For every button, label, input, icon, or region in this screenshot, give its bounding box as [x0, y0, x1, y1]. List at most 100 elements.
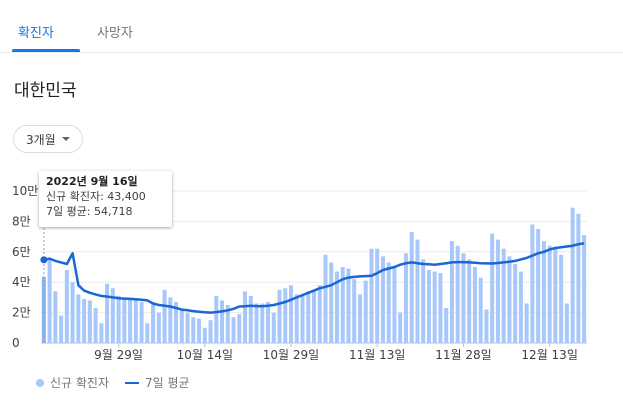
range-dropdown-label: 3개월	[26, 132, 56, 147]
bar	[449, 241, 454, 343]
bar	[392, 267, 397, 343]
bar	[421, 259, 426, 343]
bar	[375, 248, 380, 343]
bar	[82, 298, 87, 343]
tab-deaths[interactable]: 사망자	[97, 26, 133, 41]
bar	[564, 303, 569, 343]
average-line	[43, 242, 585, 314]
bar	[363, 280, 368, 343]
bar	[202, 327, 207, 343]
bar	[317, 285, 322, 343]
bar	[64, 270, 69, 343]
bar	[208, 320, 213, 343]
bar	[70, 282, 75, 343]
active-tab-indicator	[12, 49, 80, 52]
bar	[553, 248, 558, 343]
tooltip-date: 2022년 9월 16일	[46, 175, 138, 188]
x-tick-label: 12월 13일	[521, 348, 577, 362]
bar	[415, 239, 420, 343]
hover-marker-dot	[40, 256, 48, 264]
bar	[145, 323, 150, 343]
bar	[191, 317, 196, 343]
bar	[484, 309, 489, 343]
bar	[99, 323, 104, 343]
bar	[41, 277, 46, 343]
bar	[248, 295, 253, 343]
bar	[576, 213, 581, 343]
bar	[334, 271, 340, 343]
y-tick-label: 2만	[12, 306, 31, 320]
bar	[133, 300, 138, 343]
bar	[271, 312, 276, 343]
bar	[283, 288, 288, 343]
bar	[168, 297, 173, 343]
y-tick-label: 8만	[12, 214, 31, 228]
bar	[306, 291, 311, 343]
bar	[220, 300, 225, 343]
bar	[495, 239, 500, 343]
range-dropdown[interactable]: 3개월	[13, 125, 83, 153]
bar	[277, 289, 282, 343]
bar	[536, 229, 541, 343]
y-tick-label: 6만	[12, 245, 31, 259]
bar	[444, 308, 449, 343]
bar	[185, 312, 190, 343]
bar	[518, 271, 523, 343]
bar	[59, 315, 64, 343]
bar	[472, 267, 477, 343]
bar	[128, 298, 133, 343]
bar	[530, 224, 535, 343]
tooltip-average: 7일 평균: 54,718	[46, 205, 133, 218]
bar	[559, 254, 564, 343]
legend-line-swatch	[125, 381, 140, 384]
dropdown-caret-icon	[61, 137, 70, 141]
bar	[225, 305, 230, 343]
bar	[524, 303, 529, 343]
bar	[151, 303, 156, 343]
bar	[386, 262, 391, 343]
bar	[340, 267, 345, 343]
legend-bars-label: 신규 확진자	[50, 376, 110, 390]
y-tick-label: 10만	[12, 184, 38, 198]
legend-bar-swatch	[36, 378, 44, 387]
bar	[110, 288, 115, 343]
bar	[231, 317, 236, 343]
bar	[380, 256, 385, 343]
bar	[87, 300, 92, 343]
bar	[582, 235, 587, 343]
bar	[179, 309, 184, 343]
bar	[139, 301, 144, 343]
bar	[541, 241, 546, 343]
bar	[478, 277, 483, 343]
y-tick-label: 0	[12, 336, 20, 350]
bar	[105, 283, 110, 343]
bar	[197, 318, 202, 343]
bar	[76, 294, 81, 343]
bar	[260, 303, 265, 343]
bar	[323, 254, 328, 343]
bar	[266, 301, 271, 343]
bar	[455, 245, 460, 343]
bar	[501, 248, 506, 343]
tooltip-cases: 신규 확진자: 43,400	[46, 190, 146, 203]
bar	[243, 291, 248, 343]
bar	[329, 262, 334, 343]
bar	[398, 312, 403, 343]
tab-bar: 확진자 사망자	[0, 0, 623, 53]
x-tick-label: 11월 13일	[349, 348, 405, 362]
bar	[162, 289, 167, 343]
bar	[357, 294, 362, 343]
bar	[507, 256, 512, 343]
bar	[254, 303, 259, 343]
tab-cases[interactable]: 확진자	[18, 26, 54, 41]
bar	[547, 245, 552, 343]
bar	[214, 295, 219, 343]
bar	[403, 253, 408, 343]
region-title: 대한민국	[14, 81, 77, 101]
bar	[490, 233, 495, 343]
bar	[53, 291, 58, 343]
bar	[156, 312, 161, 343]
bar	[513, 263, 518, 343]
bar	[352, 279, 357, 343]
